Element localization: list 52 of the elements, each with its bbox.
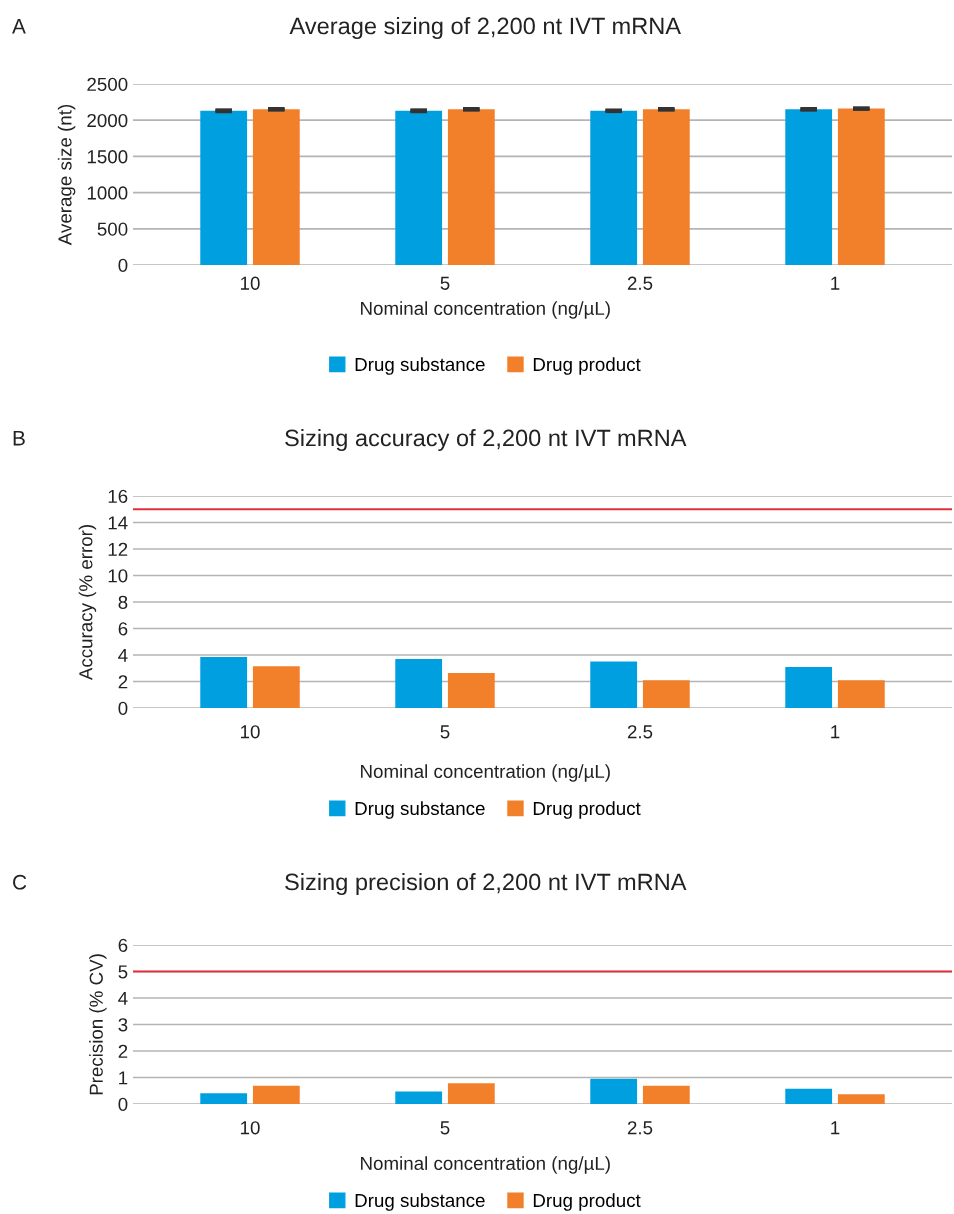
x-tick-label: 2.5: [627, 1121, 653, 1135]
y-tick-label: 2000: [87, 113, 128, 128]
y-tick-label: 12: [108, 542, 128, 556]
y-tick-label: 10: [108, 569, 128, 583]
legend-label: Drug substance: [355, 1193, 485, 1211]
x-tick-label: 10: [241, 1121, 260, 1135]
x-tick-label: 10: [241, 276, 260, 290]
x-tick-label: 5: [440, 1121, 450, 1135]
y-axis-title: Precision (% CV): [89, 954, 107, 1095]
y-tick-label: 2: [118, 1044, 128, 1058]
y-axis-title: Average size (nt): [57, 104, 76, 246]
x-axis-title: Nominal concentration (ng/µL): [361, 764, 610, 782]
y-tick-label: 14: [108, 516, 128, 530]
x-tick-label: 5: [440, 725, 450, 739]
legend-label: Drug substance: [355, 357, 485, 375]
x-tick-label: 1: [831, 725, 840, 739]
text: B: [13, 431, 25, 446]
y-tick-label: 6: [118, 938, 128, 952]
y-tick-label: 500: [97, 222, 128, 236]
y-tick-label: 2500: [87, 77, 128, 91]
y-tick-label: 1: [119, 1071, 128, 1085]
y-tick-label: 3: [118, 1018, 128, 1032]
legend-label: Drug product: [533, 357, 641, 375]
chart-title: Sizing accuracy of 2,200 nt IVT mRNA: [285, 428, 687, 452]
y-tick-label: 0: [118, 701, 128, 715]
x-axis-title: Nominal concentration (ng/µL): [361, 1156, 610, 1174]
legend-label: Drug product: [533, 801, 641, 819]
x-tick-label: 5: [440, 276, 450, 290]
y-axis-title: Accuracy (% error): [78, 525, 97, 681]
y-tick-label: 4: [118, 648, 128, 662]
legend-label: Drug product: [533, 1193, 641, 1211]
x-tick-label: 2.5: [627, 276, 653, 290]
y-tick-label: 4: [118, 991, 128, 1005]
chart-title: Sizing precision of 2,200 nt IVT mRNA: [285, 872, 687, 896]
x-tick-label: 2.5: [627, 725, 653, 739]
y-tick-label: 0: [118, 258, 128, 272]
x-tick-label: 10: [241, 725, 260, 739]
x-tick-label: 1: [831, 1121, 840, 1135]
text: C: [13, 874, 27, 890]
y-tick-label: 1500: [87, 150, 128, 164]
legend-label: Drug substance: [355, 801, 485, 819]
x-tick-label: 1: [831, 276, 840, 290]
y-tick-label: 2: [118, 675, 128, 689]
y-tick-label: 1000: [87, 186, 128, 200]
x-axis-title: Nominal concentration (ng/µL): [361, 301, 610, 319]
y-tick-label: 16: [108, 489, 128, 503]
y-tick-label: 5: [118, 965, 128, 979]
chart-title: Average sizing of 2,200 nt IVT mRNA: [289, 17, 681, 39]
y-tick-label: 6: [118, 622, 128, 636]
y-tick-label: 8: [118, 595, 128, 609]
text: A: [12, 19, 26, 34]
y-tick-label: 0: [118, 1097, 128, 1111]
